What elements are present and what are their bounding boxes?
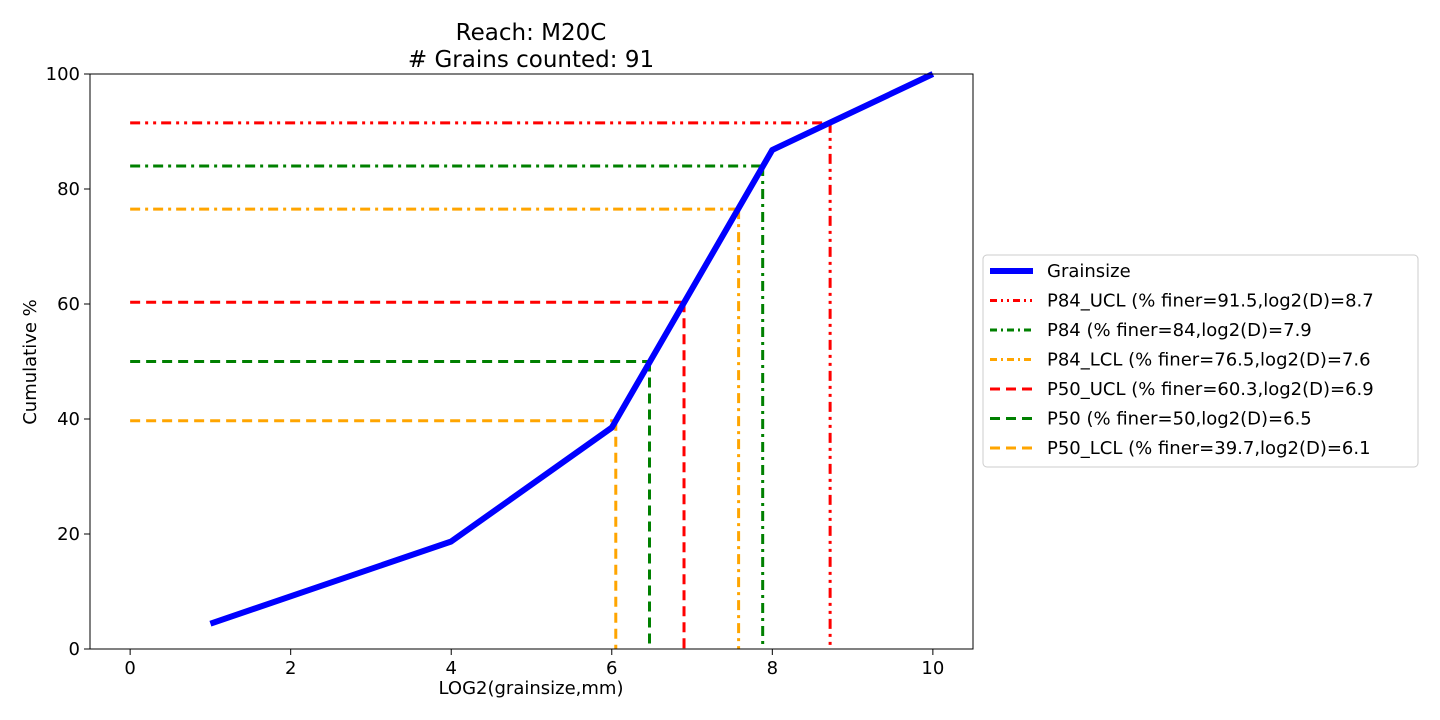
x-tick-label: 10 <box>921 658 944 679</box>
y-axis-label: Cumulative % <box>20 299 41 425</box>
legend-label: P84_LCL (% finer=76.5,log2(D)=7.6 <box>1047 350 1371 371</box>
y-tick-label: 40 <box>57 409 80 430</box>
legend-label: P84 (% finer=84,log2(D)=7.9 <box>1047 320 1312 341</box>
y-axis-ticks: 0 20 40 60 80 100 <box>46 64 90 660</box>
y-tick-label: 0 <box>69 639 80 660</box>
legend-box <box>982 254 1419 468</box>
y-tick-label: 80 <box>57 179 80 200</box>
legend-label: P50_UCL (% finer=60.3,log2(D)=6.9 <box>1047 379 1374 400</box>
x-tick-label: 0 <box>124 658 135 679</box>
chart-subtitle: # Grains counted: 91 <box>408 47 654 73</box>
x-tick-label: 6 <box>606 658 617 679</box>
plot-frame <box>89 73 974 650</box>
x-tick-label: 4 <box>446 658 457 679</box>
legend-label: P84_UCL (% finer=91.5,log2(D)=8.7 <box>1047 291 1374 312</box>
x-tick-label: 8 <box>767 658 778 679</box>
y-tick-label: 60 <box>57 294 80 315</box>
y-tick-label: 20 <box>57 524 80 545</box>
x-axis-ticks: 0 2 4 6 8 10 <box>124 649 944 679</box>
chart-title: Reach: M20C <box>456 20 607 46</box>
legend-label: P50 (% finer=50,log2(D)=6.5 <box>1047 409 1312 430</box>
x-tick-label: 2 <box>285 658 296 679</box>
y-tick-label: 100 <box>46 64 80 85</box>
legend: Grainsize P84_UCL (% finer=91.5,log2(D)=8… <box>982 254 1419 468</box>
plot-lines <box>130 71 935 649</box>
grainsize-series-line <box>209 71 935 627</box>
legend-label: P50_LCL (% finer=39.7,log2(D)=6.1 <box>1047 438 1371 459</box>
legend-label: Grainsize <box>1047 261 1131 282</box>
x-axis-label: LOG2(grainsize,mm) <box>439 678 624 699</box>
